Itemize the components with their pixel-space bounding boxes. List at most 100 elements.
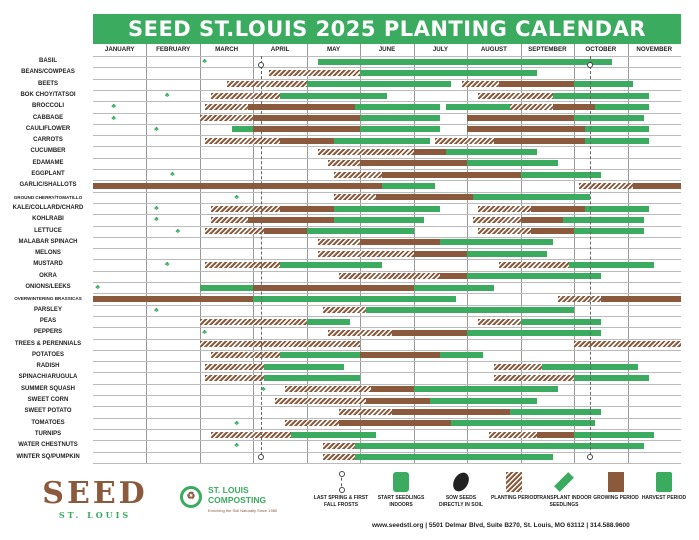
growing-period-bar — [360, 239, 441, 246]
row-divider — [93, 180, 681, 182]
planting-period-bar — [322, 454, 355, 461]
growing-period-bar — [499, 81, 575, 88]
harvest-period-bar — [574, 431, 655, 438]
legend-planting: PLANTING PERIOD — [486, 472, 542, 502]
crop-label: CABBAGE — [32, 114, 64, 121]
harvest-period-bar — [306, 81, 452, 88]
planting-period-bar — [477, 228, 532, 235]
row-divider — [93, 78, 681, 80]
planting-period-bar — [269, 69, 361, 76]
legend-transplant: TRANSPLANT INDOOR SEEDLINGS — [536, 472, 592, 508]
growing-period-bar — [248, 103, 355, 110]
harvest-period-bar — [563, 216, 644, 223]
harvest-period-bar — [253, 295, 457, 302]
harvest-period-bar — [333, 137, 430, 144]
crop-label: TREES & PERENNIALS — [14, 340, 82, 347]
frost-marker-icon — [258, 454, 265, 460]
crop-label: BEANS/COWPEAS — [21, 69, 75, 76]
planting-period-bar — [317, 149, 414, 155]
harvest-period-bar — [354, 442, 644, 449]
growing-period-bar — [376, 194, 473, 201]
row-divider — [93, 282, 681, 283]
growing-period-bar — [93, 182, 382, 189]
crop-label: TURNIPS — [34, 430, 62, 437]
growing-period-bar — [467, 115, 575, 122]
harvest-period-bar — [445, 103, 542, 110]
crop-label: SPINACH/ARUGULA — [18, 374, 78, 381]
planting-period-bar — [205, 228, 265, 235]
legend-harvest-label: HARVEST PERIOD — [641, 495, 687, 501]
harvest-period-bar — [520, 318, 601, 325]
planting-period-bar — [333, 171, 382, 178]
crop-label: WATER CHESTNUTS — [18, 442, 78, 449]
frost-marker-icon — [339, 471, 345, 493]
growing-period-bar — [520, 216, 564, 223]
composting-tagline: Enriching the Soil Naturally Since 1980 — [208, 508, 278, 513]
growing-period-bar — [248, 216, 334, 223]
row-divider — [93, 191, 681, 193]
crop-label: OVERWINTERING BRASSICAS — [14, 296, 82, 302]
harvest-period-bar — [445, 149, 537, 155]
growing-period-bar — [365, 397, 430, 404]
harvest-period-bar — [280, 262, 382, 268]
harvest-period-bar — [595, 103, 649, 110]
row-divider — [93, 383, 681, 385]
harvest-period-bar — [290, 431, 377, 438]
growing-period-bar — [338, 420, 452, 427]
row-divider — [93, 293, 681, 295]
planting-period-bar — [210, 352, 281, 359]
harvest-period-bar — [360, 69, 537, 76]
seed-icon — [449, 469, 473, 495]
crop-label: OKRA — [39, 272, 57, 279]
row-divider — [93, 327, 681, 329]
harvest-period-bar — [360, 115, 441, 122]
row-divider — [93, 157, 681, 159]
growing-swatch — [608, 472, 624, 492]
harvest-period-bar — [440, 352, 484, 359]
planting-period-bar — [205, 262, 281, 268]
growing-period-bar — [370, 386, 414, 393]
harvest-period-bar — [354, 454, 553, 461]
seedling-icon: ♣ — [234, 419, 239, 427]
month-divider — [146, 44, 148, 464]
seedling-icon: ♣ — [111, 114, 116, 122]
row-divider — [93, 146, 681, 148]
legend-frost-label: LAST SPRING & FIRST FALL FROSTS — [313, 495, 369, 508]
seedling-icon: ♣ — [170, 171, 175, 178]
contact-info[interactable]: www.seedstl.org | 5501 Delmar Blvd, Suit… — [372, 522, 630, 529]
planting-period-bar — [205, 103, 248, 110]
growing-period-bar — [253, 284, 414, 291]
harvest-period-bar — [199, 284, 254, 291]
growing-period-bar — [253, 126, 361, 133]
planting-calendar-grid: JANUARY FEBRUARY MARCH APRIL MAY JUNE JULY AUGU… — [13, 44, 681, 464]
planting-period-bar — [210, 216, 248, 223]
month-header: AUGUST — [480, 46, 507, 53]
seedling-icon: ♣ — [164, 261, 170, 269]
harvest-period-bar — [568, 262, 655, 268]
planting-period-bar — [210, 92, 281, 99]
seedling-icon: ♣ — [154, 125, 159, 133]
crop-label: PEPPERS — [33, 329, 63, 336]
month-header: APRIL — [270, 46, 290, 53]
seedling-icon: ♣ — [202, 58, 207, 65]
seed-logo[interactable]: SEED ST. LOUIS — [40, 476, 150, 521]
row-divider — [93, 214, 681, 216]
planting-period-bar — [328, 160, 361, 167]
frost-marker-icon — [587, 454, 594, 460]
crop-label: CAULIFLOWER — [25, 125, 71, 132]
growing-period-bar — [600, 295, 681, 302]
seed-logo-text: SEED — [42, 476, 148, 511]
planting-period-bar — [285, 420, 339, 427]
harvest-period-bar — [333, 205, 441, 212]
crop-label: RADISH — [36, 363, 60, 370]
crop-label: MALABAR SPINACH — [18, 238, 78, 245]
legend-transplant-label: TRANSPLANT INDOOR SEEDLINGS — [536, 495, 592, 508]
planting-period-bar — [328, 329, 393, 336]
growing-period-bar — [440, 273, 468, 280]
seedling-tray-icon — [393, 472, 409, 492]
harvest-period-bar — [467, 250, 548, 257]
legend-planting-label: PLANTING PERIOD — [490, 495, 538, 501]
crop-label: KALE/COLLARD/CHARD — [12, 204, 84, 211]
growing-period-bar — [413, 149, 446, 155]
harvest-period-bar — [280, 92, 387, 99]
